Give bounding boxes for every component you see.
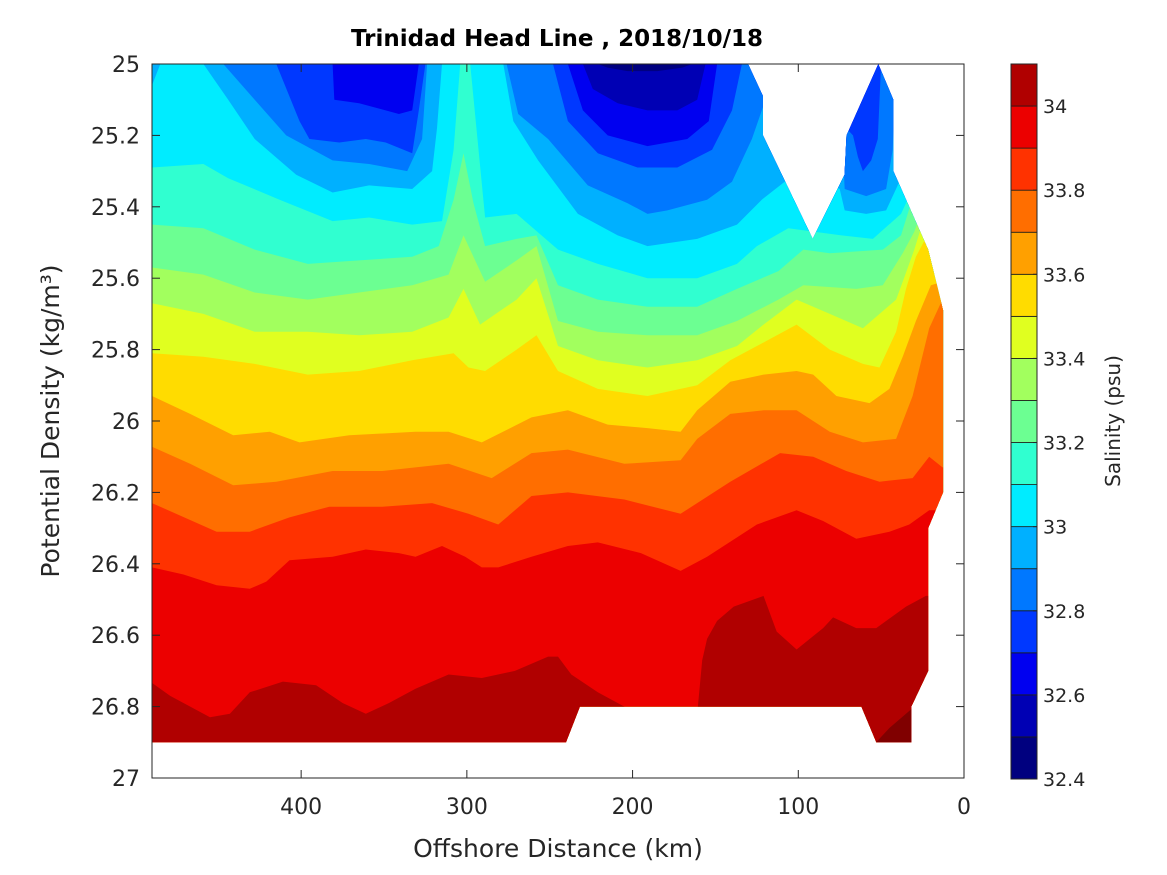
y-tick-label: 26 xyxy=(112,410,140,435)
axis-ticks xyxy=(152,63,965,779)
colorbar-tick-label: 32.6 xyxy=(1043,685,1085,707)
colorbar-tick-label: 32.4 xyxy=(1043,769,1085,791)
x-tick-label: 0 xyxy=(957,795,971,820)
x-tick-labels: 400 300 200 100 0 xyxy=(280,795,971,820)
colorbar-label: Salinity (psu) xyxy=(1101,355,1125,487)
y-tick-label: 25 xyxy=(112,53,140,78)
colorbar-swatch xyxy=(1010,400,1038,443)
colorbar-swatch xyxy=(1010,526,1038,570)
colorbar-frame xyxy=(1010,63,1038,780)
colorbar-swatch xyxy=(1010,231,1038,275)
colorbar-swatch xyxy=(1010,610,1038,654)
colorbar-swatch xyxy=(1010,358,1038,401)
colorbar-swatch xyxy=(1010,189,1038,233)
colorbar-tick-label: 33.2 xyxy=(1043,433,1085,455)
x-axis-label: Offshore Distance (km) xyxy=(413,834,703,863)
contour-band xyxy=(152,595,944,743)
colorbar-tick-label: 33.8 xyxy=(1043,180,1085,202)
x-tick-label: 300 xyxy=(446,795,488,820)
colorbar xyxy=(1010,63,1038,780)
colorbar-swatch xyxy=(1010,63,1038,107)
y-tick-label: 26.8 xyxy=(91,696,140,721)
y-tick-label: 26.4 xyxy=(91,553,140,578)
colorbar-tick-label: 34 xyxy=(1043,96,1067,118)
colorbar-swatch xyxy=(1010,442,1038,485)
x-tick-label: 400 xyxy=(280,795,322,820)
y-tick-label: 25.6 xyxy=(91,267,140,292)
y-axis-label: Potential Density (kg/m³) xyxy=(36,264,65,577)
y-tick-label: 25.4 xyxy=(91,196,140,221)
y-tick-label: 27 xyxy=(112,767,140,792)
colorbar-swatch xyxy=(1010,147,1038,191)
y-tick-label: 25.2 xyxy=(91,124,140,149)
x-tick-label: 200 xyxy=(612,795,654,820)
y-tick-labels: 25 25.2 25.4 25.6 25.8 26 26.2 26.4 26.6 26.8 27 xyxy=(91,53,140,792)
colorbar-tick-label: 32.8 xyxy=(1043,601,1085,623)
colorbar-swatch xyxy=(1010,694,1038,738)
y-tick-label: 26.2 xyxy=(91,481,140,506)
colorbar-swatch xyxy=(1010,568,1038,612)
y-tick-label: 26.6 xyxy=(91,624,140,649)
chart-title: Trinidad Head Line , 2018/10/18 xyxy=(351,26,763,52)
colorbar-swatch xyxy=(1010,315,1038,359)
colorbar-tick-label: 33.6 xyxy=(1043,264,1085,286)
colorbar-swatch xyxy=(1010,273,1038,317)
colorbar-tick-label: 33 xyxy=(1043,517,1067,539)
y-tick-label: 25.8 xyxy=(91,339,140,364)
colorbar-swatch xyxy=(1010,105,1038,149)
colorbar-tick-labels: 32.4 32.6 32.8 33 33.2 33.4 33.6 33.8 34 xyxy=(1043,96,1085,791)
colorbar-swatch xyxy=(1010,484,1038,528)
colorbar-swatch xyxy=(1010,736,1038,780)
colorbar-tick-label: 33.4 xyxy=(1043,348,1085,370)
colorbar-swatch xyxy=(1010,652,1038,696)
x-tick-label: 100 xyxy=(777,795,819,820)
